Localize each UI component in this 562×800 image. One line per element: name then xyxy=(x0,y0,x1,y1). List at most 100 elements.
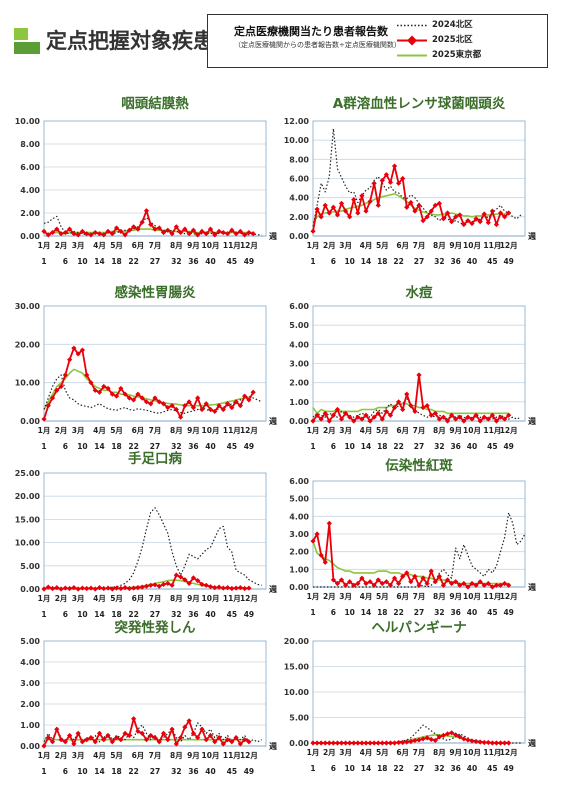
series-line-2024北区 xyxy=(312,128,522,227)
data-point xyxy=(220,406,226,413)
data-point xyxy=(412,573,418,579)
data-point xyxy=(371,180,377,186)
x-week-label: 36 xyxy=(188,442,198,451)
x-month-label: 1月 xyxy=(38,426,51,435)
x-month-label: 12月 xyxy=(500,241,518,250)
data-point xyxy=(477,739,483,745)
data-point xyxy=(79,739,86,745)
data-point xyxy=(186,399,192,405)
x-unit-label: 週 xyxy=(269,585,277,594)
y-tick-label: 0.00 xyxy=(20,232,40,241)
data-point xyxy=(379,740,385,746)
data-point xyxy=(92,586,98,592)
chart-7: 突発性発しん 0.00 1.00 2.00 3.00 4.00 5.00 1月 2月 3月 4月 5月… xyxy=(20,619,277,776)
x-month-label: 7月 xyxy=(413,592,426,601)
x-month-label: 12月 xyxy=(500,748,518,757)
x-month-label: 6月 xyxy=(132,426,145,435)
x-unit-label: 週 xyxy=(528,232,536,241)
data-point xyxy=(96,730,103,736)
data-point xyxy=(109,586,115,592)
data-point xyxy=(424,403,430,409)
data-point xyxy=(485,739,491,746)
data-point xyxy=(135,728,141,734)
data-point xyxy=(71,231,77,237)
x-week-label: 22 xyxy=(393,608,403,617)
data-point xyxy=(383,740,389,746)
data-point xyxy=(54,226,60,232)
data-point xyxy=(420,404,426,411)
data-point xyxy=(359,740,365,746)
data-point xyxy=(469,580,475,587)
data-point xyxy=(212,232,218,238)
chart-title: ヘルパンギーナ xyxy=(371,620,466,636)
x-week-label: 14 xyxy=(361,257,371,266)
data-point xyxy=(330,204,336,210)
x-month-label: 11月 xyxy=(483,241,501,250)
data-point xyxy=(113,585,120,591)
data-point xyxy=(481,211,487,217)
x-month-label: 11月 xyxy=(223,751,241,760)
data-point xyxy=(113,393,120,399)
x-month-label: 7月 xyxy=(149,426,162,435)
x-month-label: 8月 xyxy=(170,241,183,250)
data-point xyxy=(105,228,111,234)
data-point xyxy=(246,585,252,591)
x-week-label: 45 xyxy=(227,442,237,451)
data-point xyxy=(250,389,256,395)
data-point xyxy=(428,568,434,574)
data-point xyxy=(338,740,345,746)
data-point xyxy=(182,724,188,730)
y-tick-label: 0.00 xyxy=(20,742,40,751)
y-tick-label: 2.00 xyxy=(289,213,309,222)
data-point xyxy=(75,586,81,592)
data-point xyxy=(139,219,145,225)
x-month-label: 3月 xyxy=(72,751,85,760)
data-point xyxy=(84,585,90,592)
y-tick-label: 15.00 xyxy=(284,663,310,672)
data-point xyxy=(330,577,336,583)
data-point xyxy=(326,520,332,526)
x-month-label: 10月 xyxy=(463,592,481,601)
x-month-label: 12月 xyxy=(240,241,258,250)
title-accent-icon xyxy=(14,28,40,54)
data-point xyxy=(126,227,132,233)
x-month-label: 9月 xyxy=(187,594,200,603)
data-point xyxy=(449,580,455,587)
x-week-label: 14 xyxy=(361,442,371,451)
x-week-label: 36 xyxy=(450,608,460,617)
data-point xyxy=(363,412,369,418)
data-point xyxy=(88,380,94,386)
x-week-label: 6 xyxy=(63,442,68,451)
data-point xyxy=(436,734,442,740)
series-line-2024北区 xyxy=(43,374,262,414)
data-point xyxy=(169,403,175,409)
data-point xyxy=(105,732,111,739)
data-point xyxy=(88,232,94,238)
data-point xyxy=(449,219,455,225)
y-tick-label: 0.00 xyxy=(20,417,40,426)
x-month-label: 12月 xyxy=(500,426,518,435)
x-week-label: 14 xyxy=(94,257,104,266)
x-month-label: 7月 xyxy=(149,594,162,603)
data-point xyxy=(404,204,410,210)
data-point xyxy=(105,385,111,392)
data-point xyxy=(457,734,463,740)
data-point xyxy=(178,229,184,236)
chart-title: 手足口病 xyxy=(128,450,182,467)
x-month-label: 4月 xyxy=(93,426,106,435)
data-point xyxy=(432,737,438,744)
data-point xyxy=(363,580,369,587)
x-month-label: 8月 xyxy=(433,241,446,250)
x-week-label: 49 xyxy=(503,257,513,266)
data-point xyxy=(224,401,231,407)
data-point xyxy=(224,737,231,743)
data-point xyxy=(355,740,361,746)
data-point xyxy=(506,210,512,216)
x-month-label: 5月 xyxy=(110,241,123,250)
data-point xyxy=(420,575,426,581)
x-unit-label: 週 xyxy=(528,583,536,592)
data-point xyxy=(453,579,459,585)
data-point xyxy=(148,732,154,739)
data-point xyxy=(326,418,332,424)
data-point xyxy=(139,730,145,736)
